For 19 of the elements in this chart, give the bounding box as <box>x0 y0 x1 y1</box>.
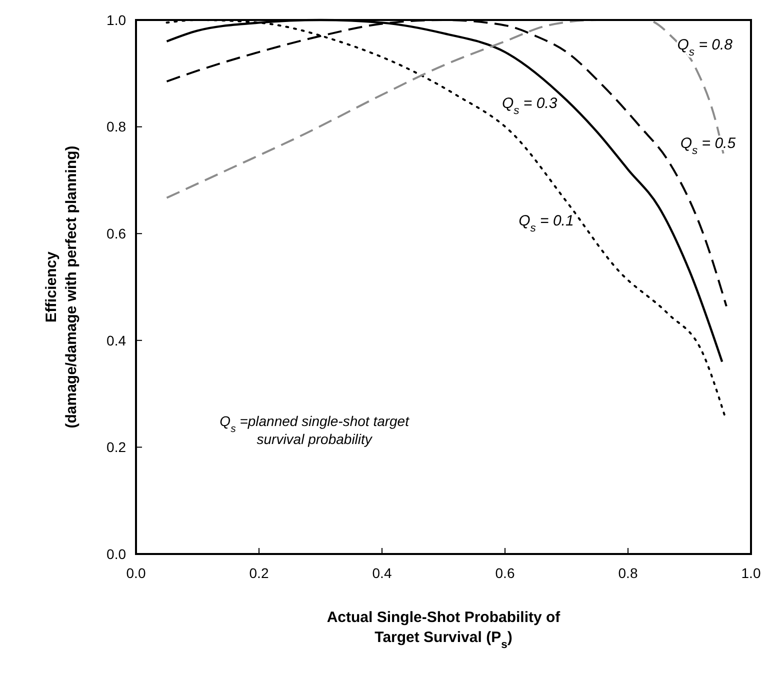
series-label: Q$_{s}$ = 0.3 <box>502 95 558 118</box>
x-tick-label: 0.4 <box>372 565 392 581</box>
y-tick-label: 0.2 <box>106 439 126 456</box>
series-label: Q$_{s}$ = 0.1 <box>518 212 574 234</box>
annotation: Q$_{s}$ =planned single-shot target survival probability <box>220 412 410 447</box>
x-tick-label: 1.0 <box>741 565 761 581</box>
y-tick-label: 0.0 <box>106 546 126 562</box>
y-tick-label: 0.6 <box>106 226 126 242</box>
x-tick-label: 0.0 <box>126 565 146 581</box>
x-tick-label: 0.2 <box>249 565 269 581</box>
series-label: Q$_{s}$ = 0.8 <box>677 36 734 58</box>
series-label: Q$_{s}$ = 0.5 <box>680 135 736 158</box>
x-tick-label: 0.6 <box>495 565 515 581</box>
x-axis-title: Actual Single-Shot Probability of Target Survival (P$_{s}$) <box>326 609 562 651</box>
y-tick-label: 0.4 <box>106 332 126 348</box>
x-tick-label: 0.8 <box>618 565 638 581</box>
y-axis-title: Efficiency (damage/damage with perfect planning) <box>43 146 80 428</box>
y-tick-label: 0.8 <box>106 118 126 135</box>
y-tick-label: 1.0 <box>106 12 126 28</box>
